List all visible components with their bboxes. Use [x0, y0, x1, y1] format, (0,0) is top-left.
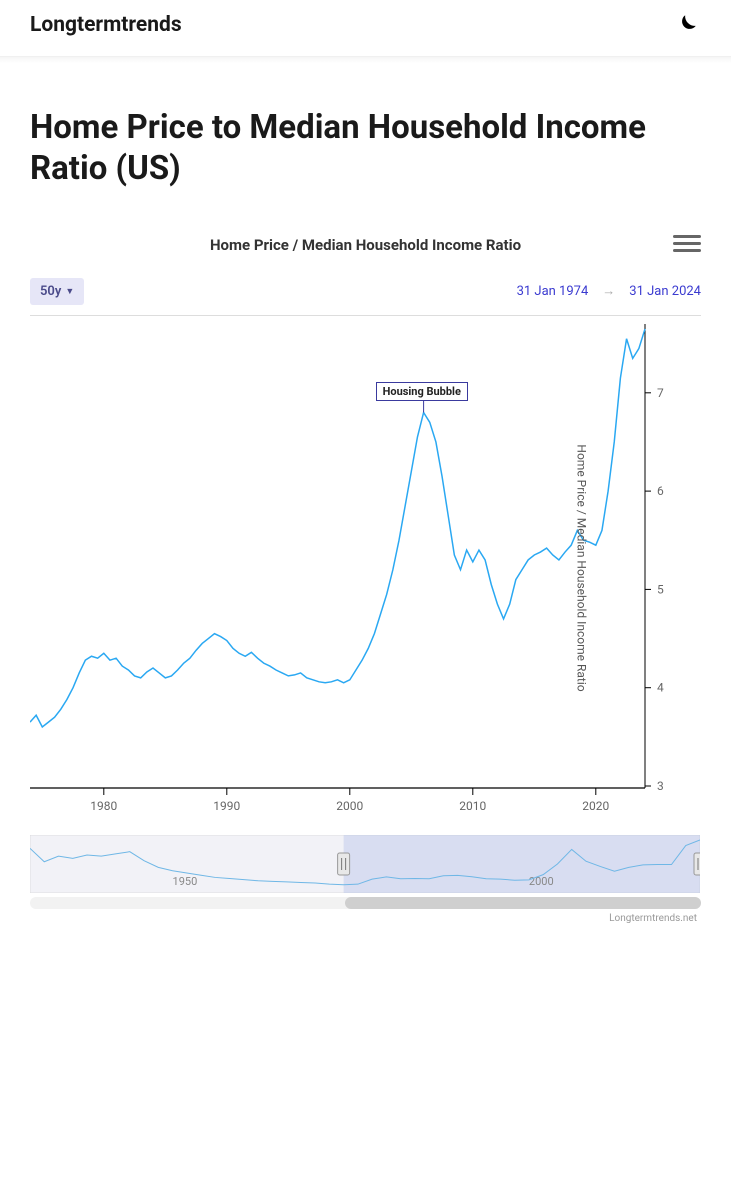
date-to[interactable]: 31 Jan 2024: [629, 284, 701, 299]
range-selector[interactable]: 50y ▼: [30, 278, 84, 305]
svg-text:1950: 1950: [173, 875, 198, 888]
svg-text:3: 3: [657, 779, 664, 793]
date-from[interactable]: 31 Jan 1974: [517, 284, 589, 299]
svg-text:2000: 2000: [529, 875, 554, 888]
svg-text:4: 4: [657, 680, 664, 694]
navigator[interactable]: 1950 2000: [30, 835, 701, 909]
main-line-chart[interactable]: 3 4 5 6 7 1980 1990 2000 2010 2020: [30, 316, 700, 821]
brand-name: Longtermtrends: [30, 13, 182, 37]
svg-text:1990: 1990: [213, 799, 240, 813]
chart-area: 3 4 5 6 7 1980 1990 2000 2010 2020 Housing Bubble…: [30, 315, 701, 821]
moon-icon: [673, 12, 699, 38]
range-selector-label: 50y: [40, 284, 61, 299]
chart-title: Home Price / Median Household Income Rat…: [30, 236, 701, 254]
date-range: 31 Jan 1974 → 31 Jan 2024: [517, 283, 701, 299]
page-title: Home Price to Median Household Income Ra…: [30, 107, 701, 190]
navigator-chart[interactable]: 1950 2000: [30, 835, 700, 893]
chart-controls: 50y ▼ 31 Jan 1974 → 31 Jan 2024: [30, 278, 701, 305]
svg-text:1980: 1980: [90, 799, 117, 813]
navigator-scrollbar[interactable]: [30, 897, 701, 909]
y-axis-label: Home Price / Median Household Income Rat…: [574, 444, 588, 691]
svg-text:6: 6: [657, 484, 664, 498]
chart-menu-button[interactable]: [673, 230, 701, 258]
svg-text:2000: 2000: [336, 799, 363, 813]
caret-down-icon: ▼: [65, 286, 74, 297]
annotation-housing-bubble: Housing Bubble: [376, 382, 468, 401]
chart-header: Home Price / Median Household Income Rat…: [30, 230, 701, 260]
svg-text:5: 5: [657, 582, 664, 596]
svg-text:7: 7: [657, 385, 664, 399]
dark-mode-toggle[interactable]: [671, 10, 701, 40]
arrow-right-icon: →: [602, 283, 615, 299]
svg-text:2010: 2010: [459, 799, 486, 813]
svg-text:2020: 2020: [582, 799, 609, 813]
navigator-scrollbar-thumb[interactable]: [345, 897, 701, 909]
attribution: Longtermtrends.net: [30, 913, 701, 924]
site-header: Longtermtrends: [0, 0, 731, 57]
